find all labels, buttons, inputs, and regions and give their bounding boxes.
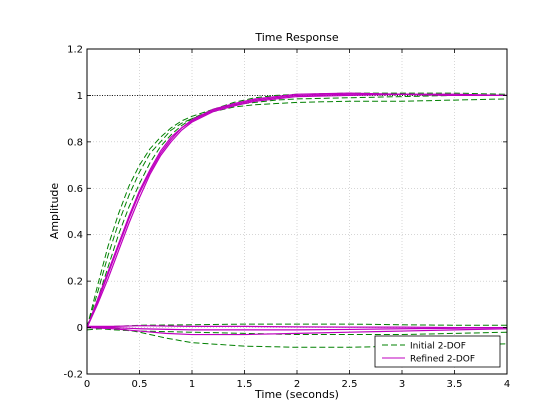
chart-title: Time Response <box>254 31 338 44</box>
x-tick-label: 0.5 <box>132 379 148 390</box>
series-line-refined-2dof <box>86 92 508 328</box>
x-axis-label: Time (seconds) <box>254 388 339 401</box>
legend-label-refined: Refined 2-DOF <box>410 355 475 365</box>
legend-box <box>374 335 501 368</box>
x-tick-label: 4 <box>504 379 510 390</box>
x-tick-label: 1.5 <box>237 379 253 390</box>
y-tick-label: 0.4 <box>67 230 83 241</box>
y-tick-label: 0.6 <box>67 184 83 195</box>
x-tick-label: 2 <box>294 379 300 390</box>
axis-ticks: 0 0.5 1 1.5 2 2.5 3 3.5 4-0.200.20.40.60.811.2 <box>63 45 510 391</box>
y-tick-label: 0.2 <box>67 277 83 288</box>
x-tick-label: 1 <box>189 379 195 390</box>
x-tick-label: 3.5 <box>447 379 463 390</box>
series-lines <box>86 92 508 348</box>
series-line-refined-2dof <box>86 326 508 336</box>
series-line-refined-2dof <box>87 326 508 331</box>
y-tick-label: 0.8 <box>67 137 83 148</box>
legend-label-initial: Initial 2-DOF <box>410 342 466 352</box>
series-line-refined-2dof <box>87 325 507 329</box>
y-axis-label: Amplitude <box>48 183 61 240</box>
x-tick-label: 0 <box>84 379 90 390</box>
legend: Initial 2-DOF Refined 2-DOF <box>374 335 501 368</box>
y-tick-label: 0 <box>77 323 83 334</box>
series-line-initial-2dof <box>86 94 507 328</box>
x-tick-label: 2.5 <box>342 379 358 390</box>
x-tick-label: 3 <box>399 379 405 390</box>
y-tick-label: -0.2 <box>63 370 83 381</box>
series-line-refined-2dof <box>86 93 507 328</box>
y-tick-label: 1.2 <box>67 45 83 56</box>
series-line-initial-2dof <box>86 98 508 328</box>
y-tick-label: 1 <box>77 91 83 102</box>
